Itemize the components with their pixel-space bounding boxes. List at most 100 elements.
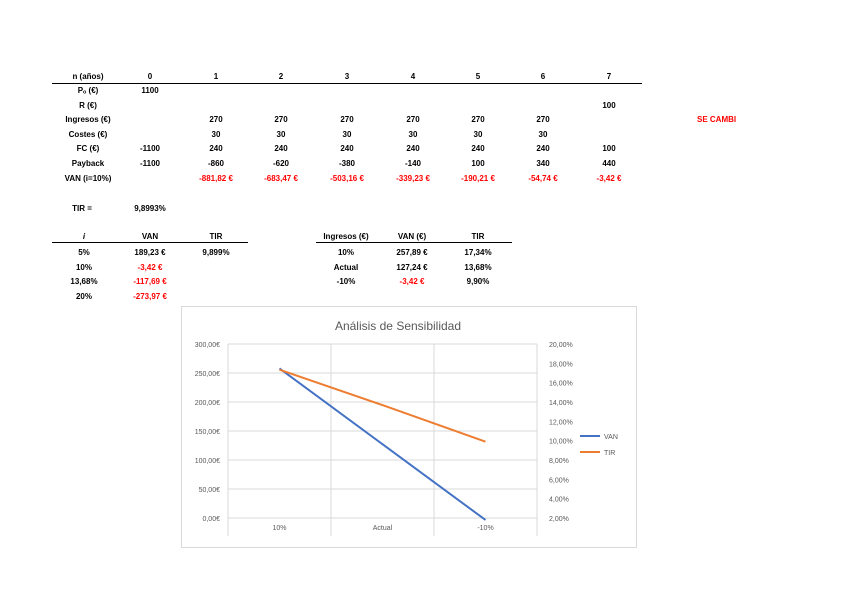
table-cell[interactable] <box>120 114 180 126</box>
table-cell[interactable]: -1100 <box>139 159 161 168</box>
table-cell[interactable]: 9,90% <box>466 277 490 287</box>
row-label: Payback <box>71 159 105 168</box>
table-cell[interactable] <box>513 85 573 97</box>
table-cell[interactable]: 270 <box>274 115 288 125</box>
table-cell[interactable]: 240 <box>406 144 420 154</box>
rate-header-underline <box>52 242 248 243</box>
legend-label: TIR <box>604 450 615 457</box>
table-cell[interactable]: -140 <box>404 159 421 168</box>
y-right-tick-label: 6,00% <box>549 477 569 484</box>
table-cell[interactable]: 270 <box>406 115 420 125</box>
table-cell[interactable]: 270 <box>209 115 223 125</box>
table-cell[interactable]: 13,68% <box>464 262 492 272</box>
table-cell[interactable]: 240 <box>340 144 354 154</box>
table-cell[interactable]: 270 <box>340 115 354 125</box>
table-cell[interactable]: 440 <box>602 159 616 168</box>
header-cell: VAN <box>141 232 159 241</box>
y-left-tick-label: 200,00€ <box>195 400 220 407</box>
series-line-tir[interactable] <box>279 368 486 443</box>
table-cell[interactable]: 100 <box>602 144 616 154</box>
table-cell[interactable] <box>251 100 311 112</box>
table-cell[interactable]: 270 <box>536 115 550 125</box>
series-line-van[interactable] <box>278 367 487 521</box>
table-cell[interactable]: 240 <box>209 144 223 154</box>
table-cell[interactable]: 20% <box>75 291 92 301</box>
table-cell[interactable] <box>317 100 377 112</box>
table-cell[interactable]: 30 <box>211 129 221 139</box>
table-cell[interactable]: 30 <box>538 129 548 139</box>
table-cell[interactable] <box>186 100 246 112</box>
table-cell[interactable]: -860 <box>207 159 224 168</box>
y-left-tick-label: 300,00€ <box>195 342 220 349</box>
table-cell[interactable]: -10% <box>336 277 356 287</box>
header-cell: 3 <box>344 72 350 81</box>
row-label: Pₒ (€) <box>77 86 99 95</box>
table-cell[interactable]: 127,24 € <box>396 262 428 272</box>
table-cell[interactable]: -881,82 € <box>199 173 233 183</box>
table-cell[interactable]: 1100 <box>141 86 159 95</box>
header-underline <box>52 83 642 84</box>
table-cell[interactable] <box>317 85 377 97</box>
table-cell[interactable]: -339,23 € <box>396 173 430 183</box>
table-cell[interactable]: -380 <box>338 159 355 168</box>
table-cell[interactable]: -273,97 € <box>133 291 167 301</box>
header-cell: i <box>82 232 86 241</box>
table-cell[interactable]: 30 <box>276 129 286 139</box>
table-cell[interactable]: -503,16 € <box>330 173 364 183</box>
note-text[interactable]: SE CAMBI <box>697 115 737 124</box>
table-cell[interactable]: -683,47 € <box>264 173 298 183</box>
table-cell[interactable]: 100 <box>471 159 485 168</box>
table-cell[interactable]: 189,23 € <box>134 248 166 257</box>
table-cell[interactable]: -3,42 € <box>399 277 425 287</box>
table-cell[interactable] <box>186 85 246 97</box>
table-cell[interactable]: -620 <box>272 159 289 168</box>
sensitivity-chart[interactable]: Análisis de Sensibilidad 0,00€ 50,00€ 100,… <box>181 306 637 548</box>
table-cell[interactable]: 240 <box>536 144 550 154</box>
table-cell[interactable] <box>579 129 639 141</box>
table-cell[interactable]: 270 <box>471 115 485 125</box>
table-cell[interactable]: 30 <box>342 129 352 139</box>
table-cell[interactable]: 30 <box>408 129 418 139</box>
table-cell[interactable]: 30 <box>473 129 483 139</box>
table-cell[interactable]: 10% <box>337 248 354 257</box>
table-cell[interactable] <box>120 173 180 185</box>
table-cell[interactable] <box>186 276 246 288</box>
table-cell[interactable] <box>120 129 180 141</box>
header-cell: TIR <box>209 232 223 241</box>
x-tick-label: Actual <box>373 525 393 532</box>
y-left-tick-label: 150,00€ <box>195 429 220 436</box>
table-cell[interactable] <box>383 85 443 97</box>
x-tick-label: 10% <box>272 525 286 532</box>
table-cell[interactable]: -3,42 € <box>137 262 163 272</box>
chart-title: Análisis de Sensibilidad <box>335 319 461 333</box>
table-cell[interactable]: -1100 <box>139 144 161 154</box>
table-cell[interactable]: 100 <box>602 100 616 110</box>
table-cell[interactable]: 17,34% <box>464 248 492 257</box>
table-cell[interactable] <box>186 262 246 274</box>
table-cell[interactable]: 13,68% <box>70 277 98 287</box>
table-cell[interactable]: 5% <box>78 248 90 257</box>
table-cell[interactable] <box>579 85 639 97</box>
header-cell: VAN (€) <box>397 232 427 241</box>
table-cell[interactable] <box>448 85 508 97</box>
table-cell[interactable] <box>448 100 508 112</box>
table-cell[interactable]: 9,899% <box>202 248 230 257</box>
table-cell[interactable]: 257,89 € <box>396 248 428 257</box>
tir-value[interactable]: 9,8993% <box>134 204 166 213</box>
table-cell[interactable] <box>383 100 443 112</box>
table-cell[interactable] <box>186 291 246 303</box>
table-cell[interactable] <box>513 100 573 112</box>
table-cell[interactable]: Actual <box>333 262 359 272</box>
table-cell[interactable]: -54,74 € <box>528 173 558 183</box>
table-cell[interactable] <box>579 114 639 126</box>
table-cell[interactable]: 340 <box>536 159 550 168</box>
table-cell[interactable]: 240 <box>471 144 485 154</box>
table-cell[interactable]: -117,69 € <box>133 277 167 287</box>
table-cell[interactable] <box>251 85 311 97</box>
row-label: FC (€) <box>76 144 100 154</box>
table-cell[interactable]: 240 <box>274 144 288 154</box>
table-cell[interactable]: -3,42 € <box>596 173 622 183</box>
table-cell[interactable]: -190,21 € <box>461 173 495 183</box>
table-cell[interactable] <box>120 100 180 112</box>
table-cell[interactable]: 10% <box>75 262 92 272</box>
